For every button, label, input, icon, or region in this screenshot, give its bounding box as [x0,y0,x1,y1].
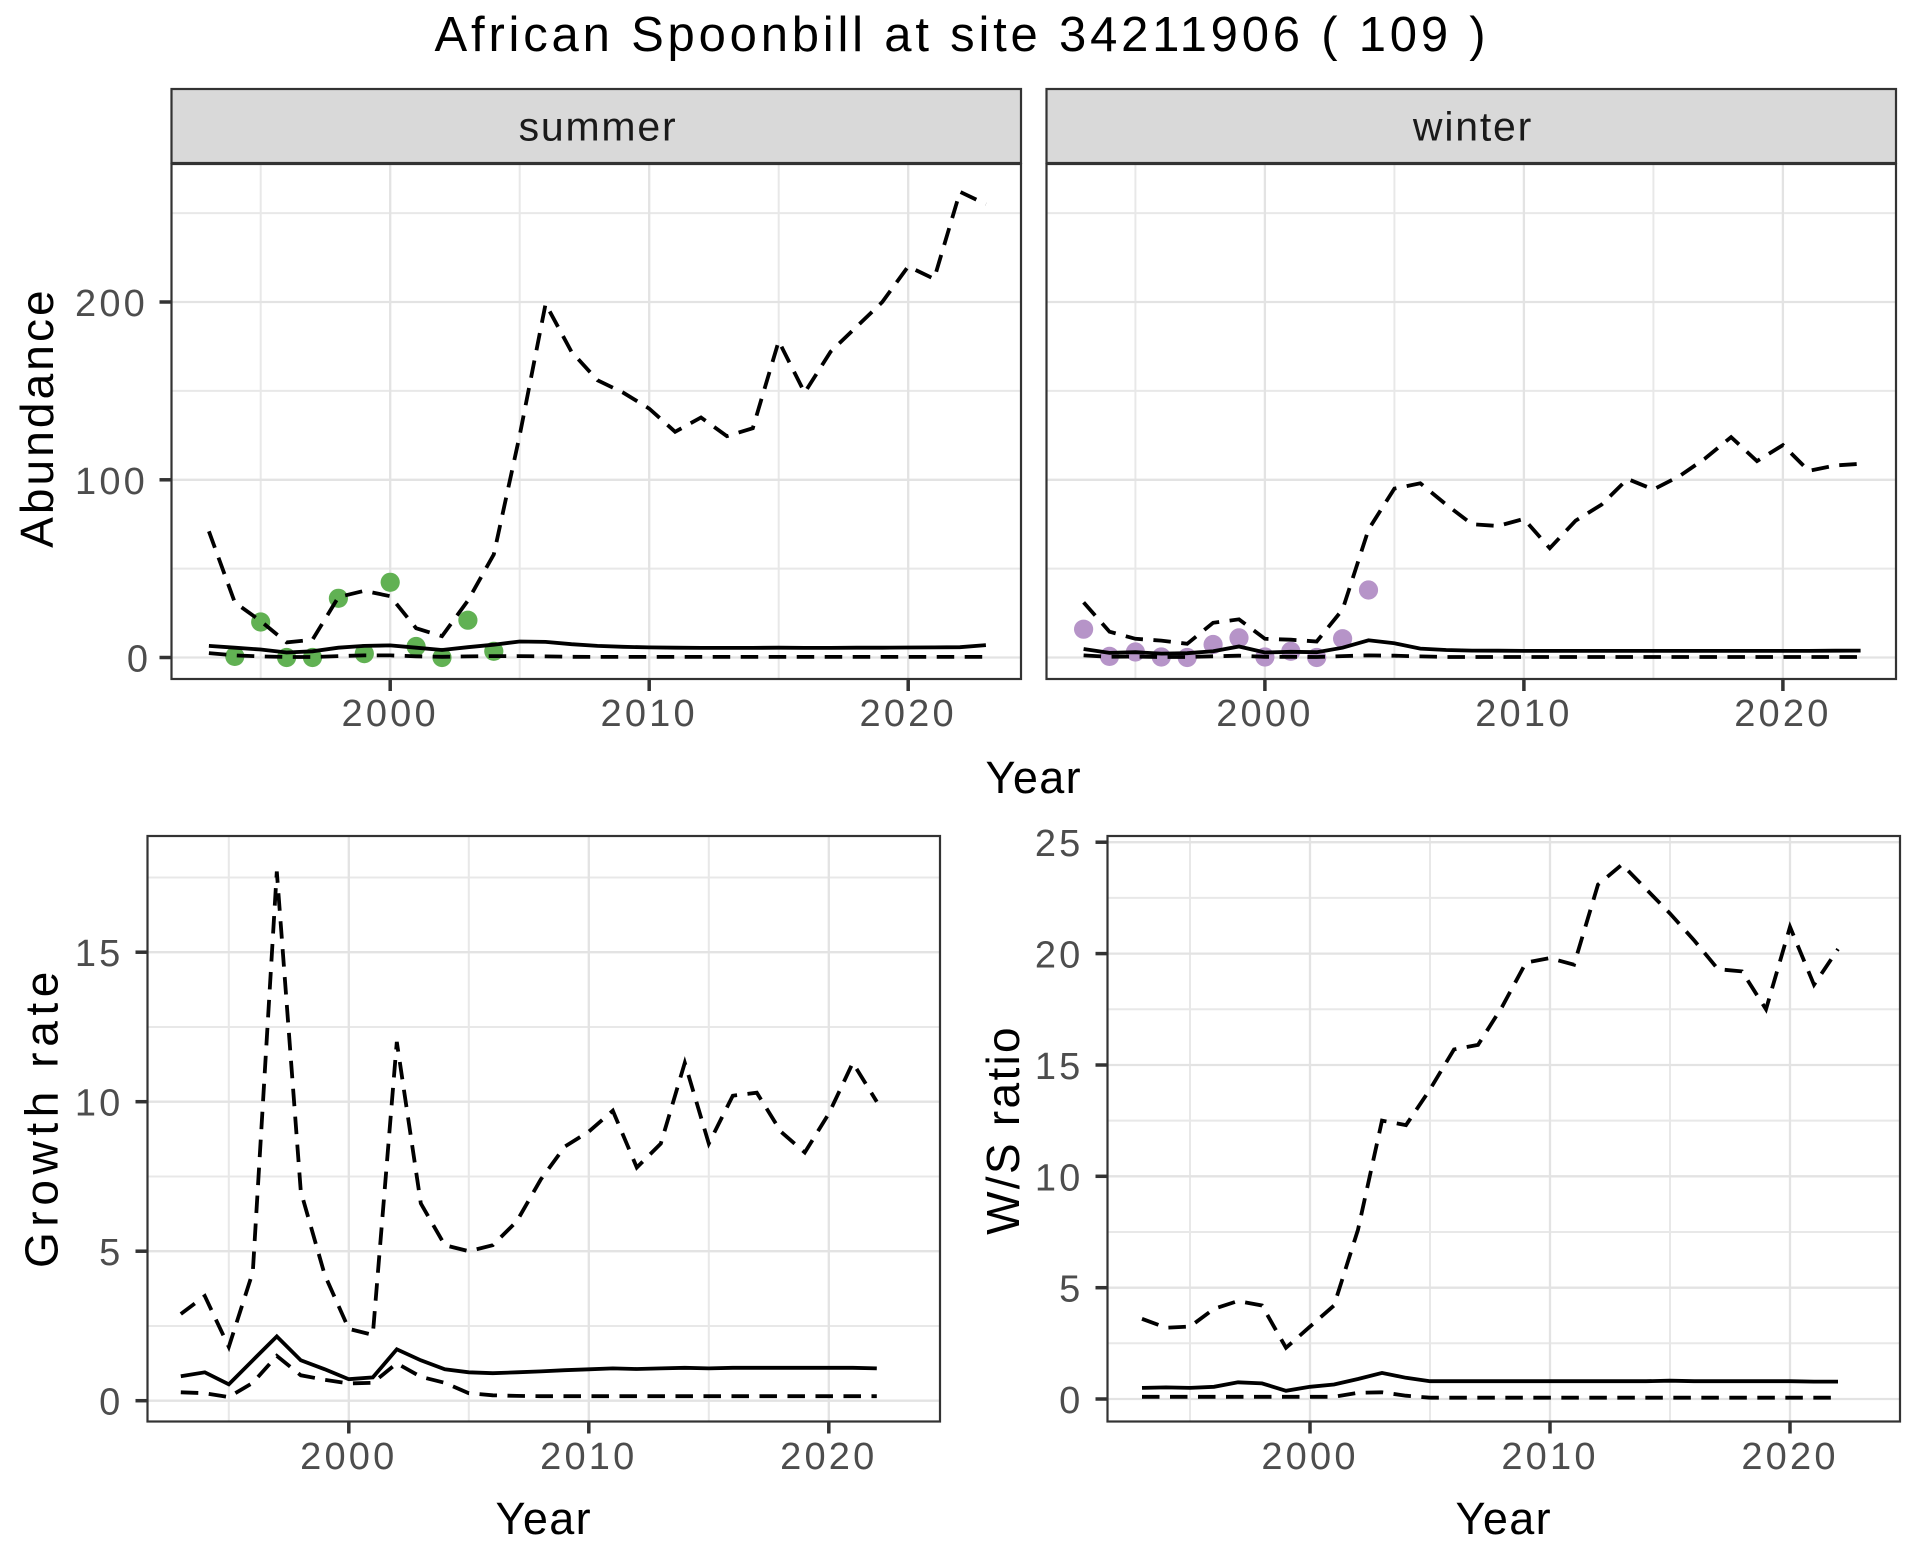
svg-text:0: 0 [127,639,148,681]
svg-text:Year: Year [986,752,1083,803]
svg-text:2010: 2010 [1475,693,1572,735]
svg-text:2010: 2010 [1501,1436,1598,1478]
svg-text:Year: Year [496,1493,593,1544]
svg-text:10: 10 [1035,1157,1084,1199]
svg-text:Abundance: Abundance [11,287,63,548]
svg-text:2000: 2000 [1261,1436,1358,1478]
svg-text:10: 10 [75,1083,124,1125]
svg-text:0: 0 [99,1382,123,1424]
svg-text:25: 25 [1035,823,1084,865]
svg-text:Year: Year [1456,1493,1553,1544]
svg-text:15: 15 [75,933,124,975]
svg-text:2010: 2010 [601,693,698,735]
svg-text:winter: winter [1412,104,1533,150]
svg-text:2000: 2000 [1216,693,1313,735]
svg-text:summer: summer [519,104,678,150]
svg-text:2020: 2020 [1741,1436,1838,1478]
svg-text:2000: 2000 [300,1436,397,1478]
svg-text:2020: 2020 [860,693,957,735]
svg-text:African Spoonbill at site 3421: African Spoonbill at site 34211906 ( 109… [435,8,1490,62]
svg-text:5: 5 [1059,1269,1083,1311]
svg-text:2020: 2020 [780,1436,877,1478]
svg-text:5: 5 [99,1232,123,1274]
svg-text:200: 200 [75,283,148,325]
svg-text:20: 20 [1035,935,1084,977]
svg-text:Growth rate: Growth rate [16,966,68,1268]
svg-text:2010: 2010 [540,1436,637,1478]
svg-text:0: 0 [1059,1380,1083,1422]
svg-text:W/S ratio: W/S ratio [977,1025,1029,1235]
svg-text:2000: 2000 [342,693,439,735]
svg-text:15: 15 [1035,1046,1084,1088]
svg-text:2020: 2020 [1734,693,1831,735]
svg-text:100: 100 [75,461,148,503]
